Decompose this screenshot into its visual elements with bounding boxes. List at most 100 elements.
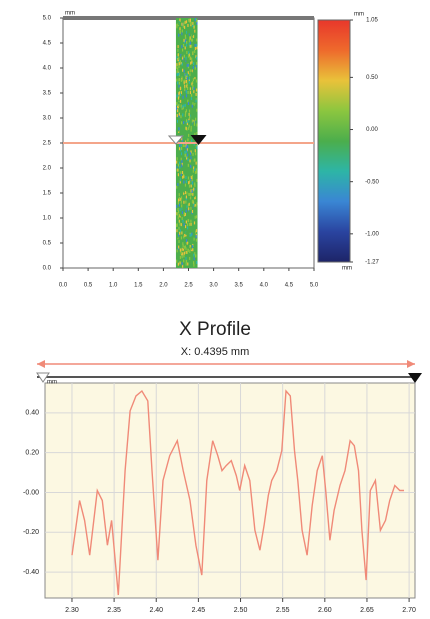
scan-texel bbox=[177, 53, 179, 57]
scan-texel bbox=[192, 51, 194, 55]
scan-texel bbox=[178, 84, 180, 88]
scan-texel bbox=[191, 60, 193, 64]
scan-texel bbox=[180, 61, 182, 65]
scan-texel bbox=[180, 143, 182, 147]
scan-texel bbox=[193, 122, 196, 126]
scan-texel bbox=[182, 242, 184, 246]
scan-texel bbox=[177, 109, 179, 113]
scan-texel bbox=[176, 70, 178, 74]
scan-texel bbox=[196, 145, 198, 149]
scan-texel bbox=[194, 194, 196, 198]
scan-texel bbox=[178, 78, 181, 82]
y-tick-label: -0.00 bbox=[23, 489, 39, 496]
scan-texel bbox=[186, 76, 188, 80]
scan-texel bbox=[185, 36, 187, 40]
scan-texel bbox=[190, 156, 192, 160]
scan-texel bbox=[196, 123, 198, 127]
unit-label: mm bbox=[65, 11, 75, 17]
scan-texel bbox=[186, 119, 188, 123]
scan-texel bbox=[178, 127, 180, 131]
scan-texel bbox=[192, 34, 195, 38]
scan-texel bbox=[190, 189, 192, 193]
scan-texel bbox=[195, 235, 197, 239]
scan-texel bbox=[183, 75, 185, 79]
scan-texel bbox=[191, 259, 193, 263]
scan-texel bbox=[192, 119, 194, 123]
scan-texel bbox=[185, 80, 187, 84]
scan-texel bbox=[190, 125, 192, 129]
scan-texel bbox=[195, 230, 197, 234]
x-tick-label: 4.5 bbox=[285, 283, 294, 289]
scan-texel bbox=[190, 97, 193, 101]
y-tick-label: 0.20 bbox=[25, 450, 39, 457]
scan-texel bbox=[187, 176, 190, 180]
scan-texel bbox=[188, 112, 190, 116]
scan-texel bbox=[187, 101, 190, 105]
scan-texel bbox=[182, 175, 184, 179]
scan-texel bbox=[188, 53, 190, 57]
x-tick-label: 3.5 bbox=[235, 283, 244, 289]
scan-texel bbox=[186, 51, 188, 55]
scan-texel bbox=[180, 53, 182, 57]
x-tick-label: 2.35 bbox=[107, 607, 121, 614]
scan-texel bbox=[177, 201, 180, 205]
scan-texel bbox=[183, 81, 185, 85]
scan-texel bbox=[176, 104, 179, 108]
scan-texel bbox=[185, 200, 187, 204]
scan-texel bbox=[191, 179, 193, 183]
scan-texel bbox=[179, 214, 181, 218]
scan-texel bbox=[178, 98, 180, 102]
scan-texel bbox=[179, 229, 181, 233]
scan-texel bbox=[194, 189, 196, 193]
scan-texel bbox=[181, 48, 184, 52]
scan-texel bbox=[183, 38, 185, 42]
scan-texel bbox=[189, 222, 191, 226]
scan-texel bbox=[189, 159, 191, 163]
scan-texel bbox=[191, 181, 193, 185]
scan-texel bbox=[196, 260, 198, 264]
y-tick-label: 4.0 bbox=[43, 66, 52, 72]
scan-texel bbox=[180, 59, 183, 63]
scan-texel bbox=[181, 56, 184, 60]
scan-texel bbox=[182, 95, 184, 99]
scan-texel bbox=[180, 146, 183, 150]
scan-texel bbox=[178, 161, 181, 165]
range-arrow-right bbox=[407, 360, 415, 368]
scan-texel bbox=[176, 119, 179, 123]
scan-texel bbox=[191, 104, 193, 108]
scan-texel bbox=[195, 74, 197, 78]
scan-texel bbox=[177, 201, 179, 205]
y-tick-label: 0.40 bbox=[25, 410, 39, 417]
y-tick-label: 0.0 bbox=[43, 266, 52, 272]
scan-texel bbox=[190, 93, 193, 97]
scan-texel bbox=[179, 180, 181, 184]
scan-texel bbox=[177, 262, 179, 266]
scan-texel bbox=[187, 30, 189, 34]
scan-texel bbox=[184, 103, 186, 107]
scan-texel bbox=[187, 54, 190, 58]
scan-texel bbox=[194, 79, 196, 83]
scan-texel bbox=[182, 247, 185, 251]
scan-texel bbox=[180, 200, 182, 204]
scan-texel bbox=[188, 34, 190, 38]
scan-texel bbox=[186, 156, 188, 160]
scan-texel bbox=[180, 157, 182, 161]
scan-texel bbox=[186, 226, 189, 230]
scan-texel bbox=[179, 255, 182, 259]
scan-texel bbox=[179, 204, 181, 208]
scan-texel bbox=[177, 81, 179, 85]
scan-texel bbox=[180, 91, 182, 95]
scan-texel bbox=[181, 45, 183, 49]
scan-texel bbox=[188, 184, 191, 188]
scan-texel bbox=[185, 250, 187, 254]
scan-texel bbox=[190, 184, 192, 188]
scan-texel bbox=[193, 253, 195, 257]
scan-texel bbox=[194, 18, 196, 22]
scan-texel bbox=[189, 245, 191, 249]
scan-texel bbox=[181, 105, 183, 109]
scan-texel bbox=[179, 30, 181, 34]
scan-texel bbox=[185, 43, 188, 47]
scan-texel bbox=[179, 63, 181, 67]
scan-texel bbox=[188, 76, 191, 80]
scan-texel bbox=[192, 156, 194, 160]
